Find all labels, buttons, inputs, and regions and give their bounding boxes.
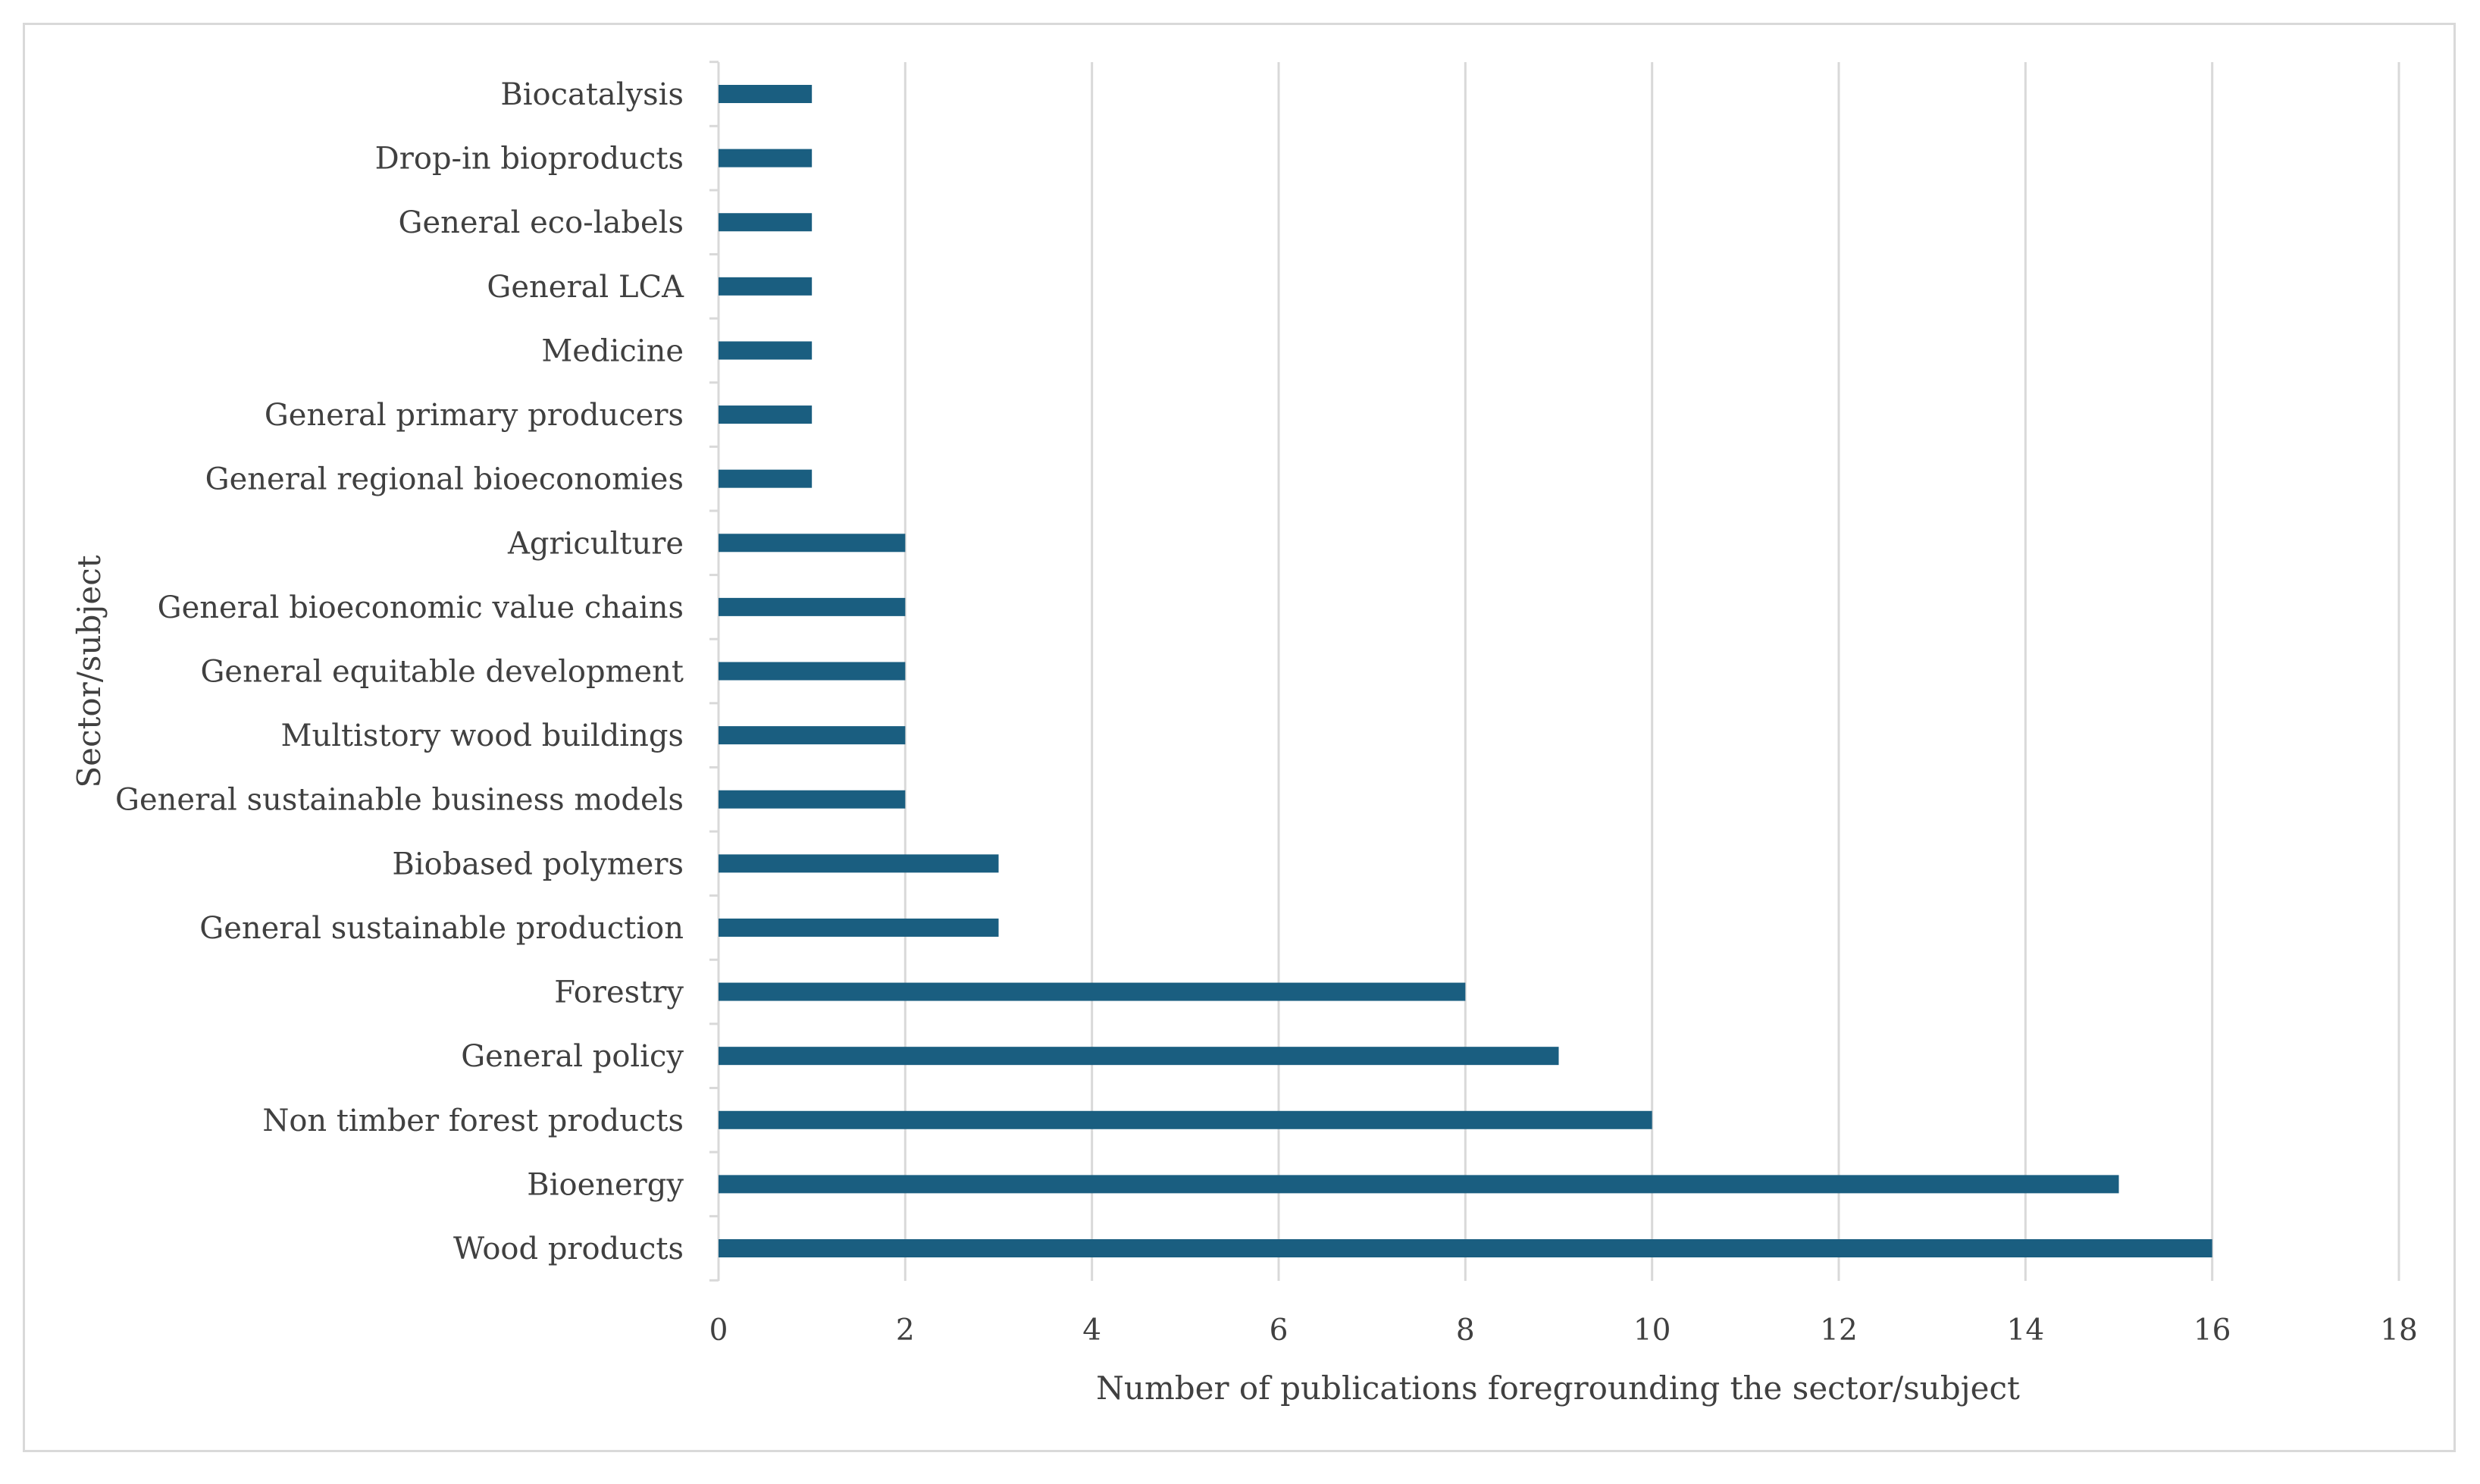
- bar: [719, 405, 813, 424]
- x-tick-label: 4: [1082, 1313, 1101, 1348]
- bar: [719, 1239, 2212, 1257]
- bar: [719, 982, 1466, 1001]
- category-labels: Biocatalysis Drop-in bioproducts General e…: [115, 77, 684, 1266]
- x-tick-label: 18: [2380, 1313, 2418, 1348]
- x-tick-label: 8: [1456, 1313, 1475, 1348]
- category-label: General equitable development: [200, 655, 684, 690]
- x-tick-labels: 0 2 4 6 8 10 12 14 16 18: [709, 1313, 2418, 1348]
- bar: [719, 726, 906, 745]
- category-label: General LCA: [487, 270, 684, 305]
- x-tick-label: 0: [709, 1313, 728, 1348]
- bar: [719, 1110, 1652, 1129]
- x-tick-label: 14: [2007, 1313, 2045, 1348]
- bar: [719, 854, 999, 873]
- bar: [719, 597, 906, 616]
- bar: [719, 85, 813, 103]
- category-label: Biocatalysis: [500, 77, 684, 112]
- x-tick-label: 10: [1633, 1313, 1671, 1348]
- bar: [719, 277, 813, 296]
- category-label: General primary producers: [265, 398, 684, 433]
- bar: [719, 469, 813, 488]
- category-label: Agriculture: [507, 526, 684, 561]
- category-label: Forestry: [554, 975, 684, 1010]
- x-axis-title: Number of publications foregrounding the…: [1096, 1370, 2020, 1407]
- bars: [719, 85, 2212, 1257]
- category-axis: [709, 61, 720, 1282]
- x-tick-label: 16: [2193, 1313, 2231, 1348]
- x-tick-label: 12: [1820, 1313, 1858, 1348]
- category-label: Drop-in bioproducts: [375, 142, 684, 177]
- category-label: Biobased polymers: [392, 847, 684, 881]
- bar: [719, 918, 999, 937]
- bar: [719, 341, 813, 360]
- bar: [719, 213, 813, 232]
- x-tick-label: 6: [1270, 1313, 1289, 1348]
- category-label: Medicine: [541, 333, 684, 368]
- bar: [719, 1047, 1559, 1066]
- chart-frame: [23, 23, 2456, 1452]
- y-axis-title: Sector/subject: [70, 555, 108, 787]
- bar: [719, 149, 813, 167]
- category-label: General eco-labels: [399, 205, 684, 240]
- bar: [719, 790, 906, 809]
- category-label: General bioeconomic value chains: [158, 590, 684, 625]
- category-label: Multistory wood buildings: [281, 719, 684, 753]
- category-label: Wood products: [453, 1232, 684, 1266]
- category-label: General sustainable business models: [115, 783, 684, 818]
- bar: [719, 662, 906, 681]
- bar: [719, 534, 906, 553]
- category-label: General regional bioeconomies: [205, 462, 684, 497]
- category-label: General sustainable production: [199, 911, 684, 946]
- bar: [719, 1175, 2119, 1194]
- category-label: Non timber forest products: [262, 1104, 684, 1138]
- category-label: General policy: [461, 1039, 684, 1074]
- category-label: Bioenergy: [527, 1167, 684, 1202]
- gridlines: [903, 62, 2400, 1281]
- x-tick-label: 2: [896, 1313, 915, 1348]
